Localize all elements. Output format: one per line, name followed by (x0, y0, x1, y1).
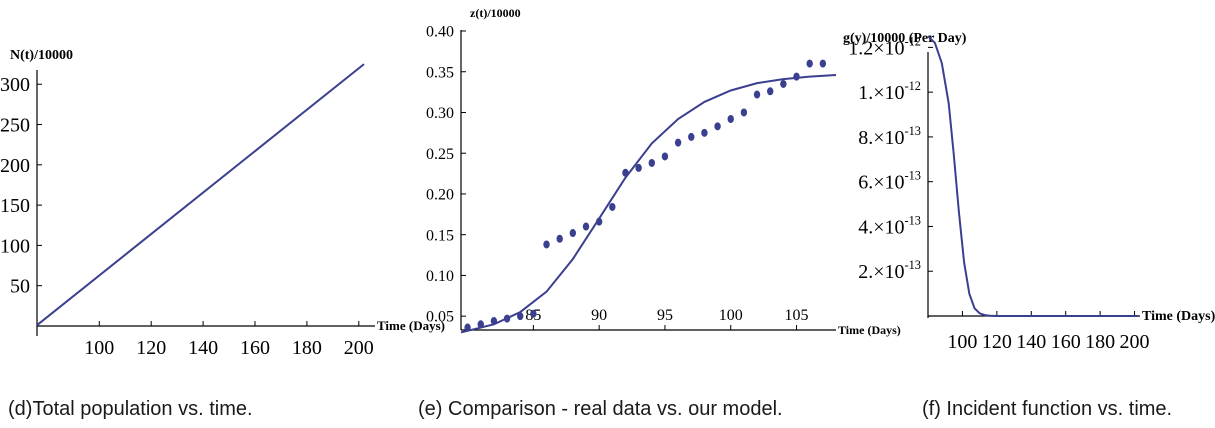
x-axis-label: Time (Days) (838, 323, 901, 337)
data-point (569, 229, 577, 238)
data-point (503, 314, 511, 323)
y-tick-label: 2.×10-13 (858, 258, 921, 283)
y-axis-label: g(y)/10000 (Per Day) (843, 31, 967, 46)
x-tick-label: 100 (719, 307, 743, 324)
x-tick-label: 140 (1016, 331, 1046, 353)
data-point (806, 59, 813, 68)
series-line (927, 35, 1138, 317)
y-tick-label: 0.30 (426, 105, 454, 122)
data-point (517, 312, 524, 321)
y-tick-label: 1.×10-12 (858, 79, 921, 104)
data-point (490, 317, 498, 326)
y-ticks: 50 100 150 200 250 300 (0, 74, 42, 298)
data-point (780, 79, 787, 88)
x-axis-label: Time (Days) (377, 318, 445, 333)
data-point (556, 234, 563, 243)
y-tick-label: 0.25 (426, 146, 454, 163)
data-point (648, 158, 655, 167)
x-tick-label: 100 (947, 331, 977, 353)
data-point (714, 122, 721, 131)
data-point (674, 138, 682, 147)
x-tick-label: 200 (1120, 331, 1150, 353)
y-tick-label: 100 (0, 235, 30, 257)
y-tick-label: 150 (0, 195, 30, 217)
data-point (819, 59, 827, 68)
y-axis-label: z(t)/10000 (470, 6, 521, 20)
x-tick-label: 160 (240, 337, 270, 359)
y-ticks: 2.×10-13 4.×10-13 6.×10-13 8.×10-13 1.×10-12… (848, 34, 933, 283)
y-tick-label: 1.2×10-12 (848, 34, 921, 59)
data-point (609, 202, 616, 211)
y-tick-label: 0.35 (426, 64, 454, 81)
data-point (530, 309, 537, 318)
x-tick-label: 105 (785, 307, 809, 324)
chart-panel-population: 100 120 140 160 180 200 50 100 150 200 250 300 N(t… (0, 48, 445, 359)
x-tick-label: 200 (344, 337, 374, 359)
y-tick-label: 0.15 (426, 227, 454, 244)
data-point (727, 114, 734, 123)
x-tick-label: 90 (591, 307, 607, 324)
data-point (753, 90, 761, 99)
data-point (688, 132, 695, 141)
data-point (661, 152, 669, 161)
y-ticks: 0.05 0.10 0.15 0.20 0.25 0.30 0.35 0.40 (426, 24, 466, 326)
data-point (464, 323, 471, 332)
x-tick-label: 160 (1051, 331, 1081, 353)
data-point (477, 320, 484, 329)
y-tick-label: 200 (0, 155, 30, 177)
caption-f: (f) Incident function vs. time. (922, 398, 1173, 420)
data-point (701, 128, 708, 137)
data-point (793, 72, 800, 81)
data-point (582, 222, 590, 231)
chart-panel-incident: 100 120 140 160 180 200 2.×10-13 4.×10-13 6.×10… (843, 31, 1215, 353)
x-tick-label: 180 (1085, 331, 1115, 353)
x-axis-label: Time (Days) (1142, 309, 1215, 324)
chart-panel-comparison: 859095100105 0.050.100.150.200.250.300.3… (426, 6, 901, 337)
x-tick-label: 100 (84, 337, 114, 359)
y-tick-label: 50 (10, 276, 30, 298)
x-tick-label: 120 (982, 331, 1012, 353)
y-tick-label: 6.×10-13 (858, 169, 921, 194)
x-ticks: 100 120 140 160 180 200 (84, 321, 374, 359)
y-tick-label: 300 (0, 74, 30, 96)
data-point (622, 168, 629, 177)
x-tick-label: 180 (292, 337, 322, 359)
x-ticks: 859095100105 (525, 307, 809, 330)
data-point (635, 163, 642, 172)
model-curve (460, 74, 837, 334)
data-points (464, 59, 827, 332)
y-axis-label: N(t)/10000 (10, 48, 73, 63)
data-point (767, 87, 774, 96)
y-tick-label: 4.×10-13 (858, 213, 921, 238)
y-tick-label: 0.40 (426, 24, 454, 41)
x-tick-label: 95 (657, 307, 673, 324)
y-tick-label: 250 (0, 115, 30, 137)
y-tick-label: 0.05 (426, 309, 454, 326)
data-point (595, 217, 603, 226)
x-tick-label: 140 (188, 337, 218, 359)
data-point (543, 240, 550, 249)
caption-d: (d)Total population vs. time. (8, 398, 253, 420)
series-line (36, 63, 365, 326)
y-tick-label: 0.10 (426, 268, 454, 285)
x-ticks: 100 120 140 160 180 200 (947, 311, 1150, 353)
y-tick-label: 0.20 (426, 187, 454, 204)
x-tick-label: 120 (136, 337, 166, 359)
data-point (740, 108, 748, 117)
caption-e: (e) Comparison - real data vs. our model… (418, 398, 783, 420)
y-tick-label: 8.×10-13 (858, 124, 921, 149)
